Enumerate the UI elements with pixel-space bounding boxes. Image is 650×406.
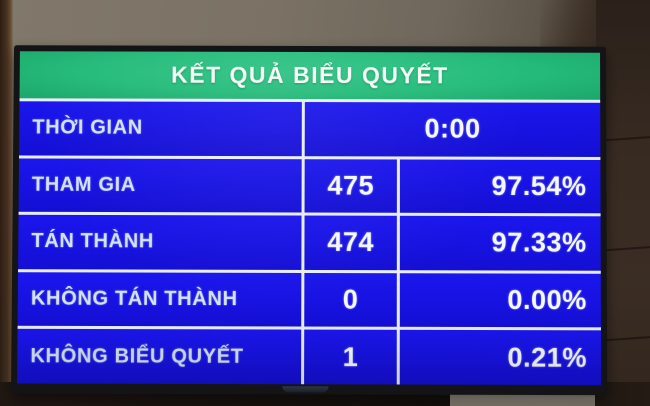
count-value: 474 (327, 227, 375, 258)
tv-monitor: KẾT QUẢ BIỂU QUYẾT THỜI GIAN 0:00 THAM G… (10, 45, 608, 396)
table-row-percent-cell: 0.21% (399, 330, 602, 386)
count-value: 475 (327, 170, 375, 201)
tv-brand-logo-notch (282, 386, 329, 393)
percent-value: 0.21% (507, 341, 588, 373)
percent-value: 97.33% (491, 227, 587, 259)
row-label: KHÔNG BIỂU QUYẾT (30, 344, 244, 368)
time-value: 0:00 (424, 113, 481, 144)
table-row-time-label-cell: THỜI GIAN (19, 101, 302, 156)
table-row-count-cell: 474 (304, 215, 397, 270)
table-row-count-cell: 0 (304, 272, 397, 328)
results-table: THỜI GIAN 0:00 THAM GIA 475 97.54% TÁN T… (17, 101, 602, 386)
table-row-percent-cell: 97.54% (399, 159, 601, 214)
table-row-label-cell: KHÔNG BIỂU QUYẾT (17, 329, 302, 385)
voting-results-board: KẾT QUẢ BIỂU QUYẾT THỜI GIAN 0:00 THAM G… (17, 51, 602, 386)
table-row-percent-cell: 97.33% (399, 215, 601, 271)
count-value: 1 (342, 341, 359, 372)
table-row-time-value-cell: 0:00 (304, 102, 601, 157)
table-row-label-cell: TÁN THÀNH (18, 214, 302, 270)
percent-value: 97.54% (491, 170, 587, 202)
table-row-percent-cell: 0.00% (399, 273, 601, 328)
table-row-label-cell: THAM GIA (18, 158, 302, 213)
row-label: TÁN THÀNH (31, 230, 154, 253)
table-row-label-cell: KHÔNG TÁN THÀNH (17, 272, 302, 327)
table-row-count-cell: 1 (304, 329, 397, 385)
table-row-count-cell: 475 (304, 158, 397, 213)
count-value: 0 (342, 284, 359, 315)
wall-wood-column-left (0, 0, 13, 406)
row-label: THỜI GIAN (32, 116, 143, 140)
row-label: KHÔNG TÁN THÀNH (30, 287, 238, 311)
percent-value: 0.00% (507, 284, 587, 316)
board-title: KẾT QUẢ BIỂU QUYẾT (171, 61, 449, 89)
board-title-bar: KẾT QUẢ BIỂU QUYẾT (19, 51, 601, 100)
row-label: THAM GIA (31, 173, 136, 196)
